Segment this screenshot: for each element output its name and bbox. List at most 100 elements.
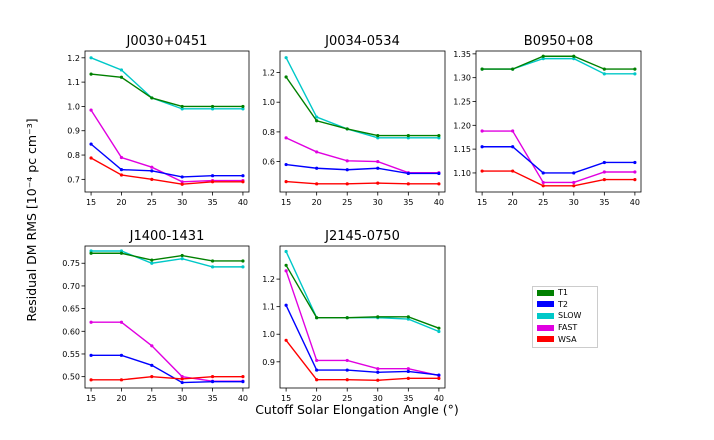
y-tick-label: 1.0 — [67, 102, 80, 111]
legend-swatch — [537, 336, 554, 342]
data-point-wsa — [315, 182, 318, 185]
legend-swatch — [537, 325, 554, 331]
y-tick-label: 0.75 — [62, 259, 80, 268]
x-tick-label: 35 — [599, 198, 609, 207]
data-point-wsa — [437, 182, 440, 185]
data-point-wsa — [346, 378, 349, 381]
y-tick-label: 1.30 — [453, 74, 471, 83]
y-axis-label: Residual DM RMS [10⁻⁴ pc cm⁻³] — [24, 118, 39, 321]
data-point-t2 — [89, 143, 92, 146]
x-tick-label: 35 — [403, 198, 413, 207]
y-tick-label: 1.10 — [453, 169, 471, 178]
subplot-title: J1400-1431 — [129, 229, 205, 244]
x-tick-label: 20 — [116, 198, 126, 207]
data-point-t2 — [211, 174, 214, 177]
data-point-slow — [120, 68, 123, 71]
data-point-t2 — [407, 370, 410, 373]
data-point-t2 — [150, 169, 153, 172]
x-tick-label: 25 — [538, 198, 548, 207]
data-point-wsa — [376, 181, 379, 184]
subplot-title: B0950+08 — [524, 34, 593, 49]
subplot: J1400-1431 15 20 25 30 35 40 0.50 0.55 0.60 0.65 0.… — [62, 229, 249, 403]
y-tick-label: 0.50 — [62, 373, 80, 382]
x-tick-label: 40 — [434, 198, 444, 207]
data-point-t1 — [437, 134, 440, 137]
data-point-wsa — [181, 183, 184, 186]
data-point-slow — [285, 250, 288, 253]
data-point-t2 — [120, 354, 123, 357]
data-point-fast — [120, 156, 123, 159]
y-tick-label: 1.2 — [262, 275, 275, 284]
y-tick-label: 0.8 — [67, 151, 80, 160]
data-point-t1 — [603, 68, 606, 71]
legend-swatch — [537, 290, 554, 296]
data-point-t2 — [376, 371, 379, 374]
data-point-slow — [211, 265, 214, 268]
data-point-fast — [633, 170, 636, 173]
data-point-t2 — [407, 172, 410, 175]
data-point-t1 — [89, 72, 92, 75]
data-point-wsa — [211, 180, 214, 183]
data-point-t1 — [407, 315, 410, 318]
data-point-t1 — [346, 127, 349, 130]
data-point-wsa — [315, 378, 318, 381]
x-tick-label: 30 — [177, 198, 187, 207]
data-point-t2 — [211, 380, 214, 383]
data-point-fast — [315, 150, 318, 153]
data-point-fast — [285, 136, 288, 139]
x-tick-label: 15 — [86, 394, 96, 403]
data-point-t2 — [150, 364, 153, 367]
x-tick-label: 15 — [86, 198, 96, 207]
legend-entry-t2: T2 — [533, 299, 597, 311]
data-point-wsa — [633, 178, 636, 181]
x-tick-label: 40 — [630, 198, 640, 207]
data-point-wsa — [407, 377, 410, 380]
data-point-t1 — [633, 68, 636, 71]
x-axis-label: Cutoff Solar Elongation Angle (°) — [255, 402, 459, 417]
data-point-t1 — [241, 259, 244, 262]
data-point-fast — [120, 321, 123, 324]
data-point-wsa — [603, 178, 606, 181]
data-point-slow — [285, 56, 288, 59]
data-point-wsa — [285, 180, 288, 183]
data-point-t1 — [285, 264, 288, 267]
data-point-wsa — [376, 379, 379, 382]
data-point-slow — [150, 262, 153, 265]
data-point-wsa — [407, 182, 410, 185]
data-point-fast — [542, 181, 545, 184]
figure-canvas: J0030+045115 20 25 30 35 400.70.80.91.01.11.2… — [0, 0, 714, 440]
data-point-t1 — [542, 55, 545, 58]
data-point-t2 — [376, 167, 379, 170]
x-tick-label: 30 — [373, 198, 383, 207]
legend-label: WSA — [558, 335, 577, 344]
data-point-t1 — [211, 259, 214, 262]
data-point-slow — [633, 72, 636, 75]
subplot: J0034-0534 15 20 25 30 35 40 0.6 0.8 1.0 1.2 — [262, 34, 445, 207]
data-point-wsa — [285, 339, 288, 342]
data-point-fast — [376, 367, 379, 370]
data-point-t1 — [120, 252, 123, 255]
y-tick-label: 0.9 — [262, 358, 275, 367]
x-tick-label: 25 — [147, 198, 157, 207]
data-point-fast — [315, 359, 318, 362]
data-point-t1 — [346, 316, 349, 319]
y-tick-label: 0.60 — [62, 327, 80, 336]
legend-entry-t1: T1 — [533, 287, 597, 299]
x-tick-label: 35 — [207, 394, 217, 403]
data-point-wsa — [241, 375, 244, 378]
y-tick-label: 0.6 — [262, 158, 275, 167]
data-point-slow — [437, 330, 440, 333]
data-point-t2 — [437, 373, 440, 376]
y-tick-label: 1.2 — [262, 69, 275, 78]
data-point-t1 — [511, 68, 514, 71]
x-tick-label: 25 — [147, 394, 157, 403]
data-point-fast — [407, 367, 410, 370]
legend-swatch — [537, 301, 554, 307]
data-point-wsa — [120, 173, 123, 176]
data-point-t2 — [315, 368, 318, 371]
data-point-t2 — [89, 354, 92, 357]
legend-label: SLOW — [558, 311, 581, 320]
x-tick-label: 15 — [477, 198, 487, 207]
data-point-t2 — [315, 167, 318, 170]
x-tick-label: 35 — [207, 198, 217, 207]
